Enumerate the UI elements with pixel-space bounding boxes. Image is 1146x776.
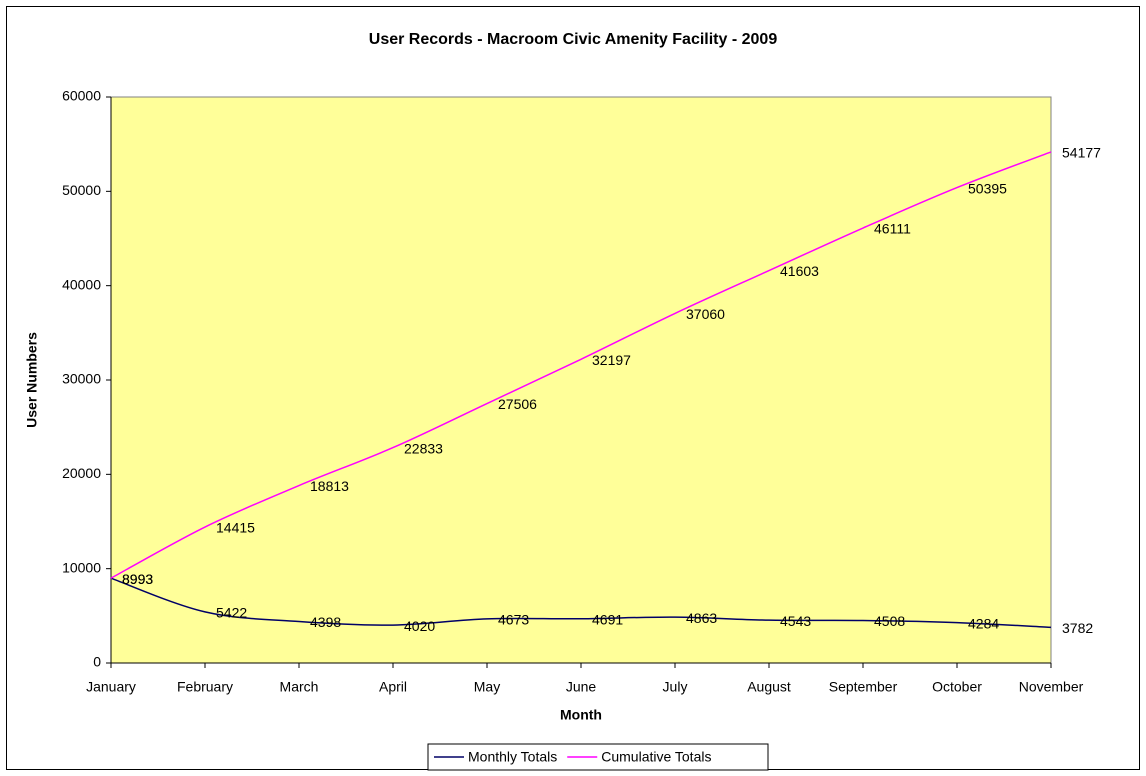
data-label: 46111 [874, 221, 911, 237]
data-label: 4543 [780, 613, 811, 629]
data-label: 5422 [216, 605, 247, 621]
x-tick-label: February [177, 679, 233, 695]
data-label: 8993 [122, 571, 153, 587]
data-label: 32197 [592, 352, 631, 368]
x-tick-label: April [379, 679, 407, 695]
data-label: 4398 [310, 614, 341, 630]
x-tick-label: July [663, 679, 688, 695]
plot-area [110, 96, 1052, 664]
data-label: 18813 [310, 478, 349, 494]
y-tick-label: 20000 [62, 465, 101, 481]
data-label: 54177 [1062, 145, 1101, 161]
y-tick-label: 60000 [62, 88, 101, 104]
chart-title: User Records - Macroom Civic Amenity Fac… [369, 31, 778, 48]
x-tick-label: November [1019, 679, 1084, 695]
data-label: 41603 [780, 263, 819, 279]
y-tick-label: 10000 [62, 559, 101, 575]
data-label: 4508 [874, 613, 905, 629]
x-axis-label: Month [560, 707, 602, 723]
x-tick-label: June [566, 679, 597, 695]
data-label: 4863 [686, 610, 717, 626]
data-label: 14415 [216, 520, 255, 536]
series-line [110, 577, 1052, 629]
data-label: 4673 [498, 612, 529, 628]
x-tick-label: January [86, 679, 136, 695]
y-tick-label: 50000 [62, 182, 101, 198]
x-tick-label: October [932, 679, 982, 695]
x-tick-label: August [747, 679, 791, 695]
data-label: 4020 [404, 618, 435, 634]
y-tick-label: 40000 [62, 276, 101, 292]
legend-box [427, 743, 769, 771]
y-tick-label: 0 [93, 654, 101, 670]
data-label: 27506 [498, 396, 537, 412]
x-tick-label: May [474, 679, 500, 695]
legend-label: Monthly Totals [468, 749, 557, 765]
series-line [110, 151, 1052, 579]
data-label: 22833 [404, 440, 443, 456]
x-tick-label: September [829, 679, 898, 695]
data-label: 4691 [592, 611, 623, 627]
x-tick-label: March [280, 679, 319, 695]
data-label: 3782 [1062, 620, 1093, 636]
data-label: 50395 [968, 180, 1007, 196]
y-tick-label: 30000 [62, 371, 101, 387]
data-label: 4284 [968, 615, 999, 631]
data-label: 37060 [686, 306, 725, 322]
data-label: 8993 [122, 571, 153, 587]
legend-label: Cumulative Totals [601, 749, 711, 765]
y-axis-label: User Numbers [24, 332, 40, 428]
